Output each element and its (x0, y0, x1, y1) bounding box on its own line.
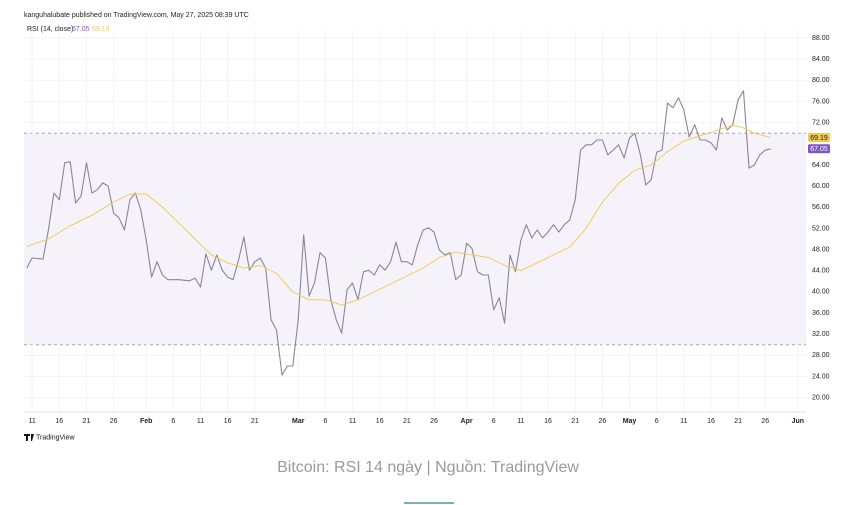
y-tick-label: 48.00 (812, 246, 830, 253)
x-tick-label: Mar (292, 418, 305, 425)
rsi-line (26, 90, 771, 376)
grid (24, 30, 806, 412)
x-tick-label: 11 (680, 418, 687, 425)
y-tick-label: 20.00 (812, 395, 830, 402)
y-tick-label: 72.00 (812, 119, 830, 126)
y-tick-label: 64.00 (812, 162, 830, 169)
x-tick-label: 21 (734, 418, 742, 425)
x-tick-label: 16 (376, 418, 384, 425)
legend-ma-value: 69.19 (92, 26, 110, 33)
x-tick-label: 21 (403, 418, 411, 425)
x-tick-label: 16 (707, 418, 715, 425)
y-tick-label: 36.00 (812, 310, 830, 317)
y-tick-label: 44.00 (812, 268, 830, 275)
logo: TradingView (24, 434, 75, 441)
x-tick-label: 26 (430, 418, 438, 425)
logo-text: TradingView (36, 434, 75, 441)
y-tick-label: 88.00 (812, 35, 830, 42)
caption: Bitcoin: RSI 14 ngày | Nguồn: TradingVie… (277, 459, 579, 476)
x-tick-label: 11 (349, 418, 356, 425)
y-tick-label: 52.00 (812, 225, 830, 232)
header: kanguhalubate published on TradingView.c… (24, 12, 249, 19)
x-tick-label: 11 (197, 418, 204, 425)
plot (26, 90, 771, 376)
y-tick-label: 24.00 (812, 373, 830, 380)
y-tick-label: 60.00 (812, 183, 830, 190)
y-tick-label: 40.00 (812, 289, 830, 296)
y-tick-label: 32.00 (812, 331, 830, 338)
price-tag (808, 144, 830, 154)
y-tick-label: 76.00 (812, 98, 830, 105)
price-tag (808, 132, 830, 142)
x-tick-label: May (623, 418, 637, 425)
price-tag-label: 67.05 (810, 146, 828, 153)
level-band (24, 133, 806, 345)
y-tick-label: 80.00 (812, 77, 830, 84)
y-tick-label: 28.00 (812, 352, 830, 359)
x-tick-label: 21 (83, 418, 91, 425)
logo-icon (24, 434, 34, 441)
ma-line (26, 124, 771, 306)
x-tick-label: Feb (140, 418, 152, 425)
x-tick-label: 6 (171, 418, 175, 425)
x-tick-label: 16 (544, 418, 552, 425)
x-tick-label: 6 (323, 418, 327, 425)
x-tick-label: Apr (461, 418, 473, 425)
x-tick-label: 26 (110, 418, 118, 425)
x-tick-label: 16 (55, 418, 63, 425)
x-tick-label: 11 (29, 418, 36, 425)
legend-rsi-value: 67.05 (72, 26, 90, 33)
x-tick-label: 6 (655, 418, 659, 425)
legend: RSI (14, close) 67.05 69.19 (27, 26, 110, 33)
x-tick-label: 26 (598, 418, 606, 425)
x-tick-label: 21 (251, 418, 259, 425)
x-tick-label: Jun (792, 418, 804, 425)
legend-indicator: RSI (14, close) (27, 26, 73, 33)
x-tick-label: 6 (492, 418, 496, 425)
caption-underline (404, 502, 454, 504)
x-tick-label: 11 (517, 418, 524, 425)
y-tick-label: 84.00 (812, 56, 830, 63)
x-tick-label: 16 (224, 418, 232, 425)
x-tick-label: 26 (761, 418, 769, 425)
x-tick-label: 21 (571, 418, 579, 425)
price-tag-label: 69.19 (810, 135, 828, 142)
y-tick-label: 56.00 (812, 204, 830, 211)
